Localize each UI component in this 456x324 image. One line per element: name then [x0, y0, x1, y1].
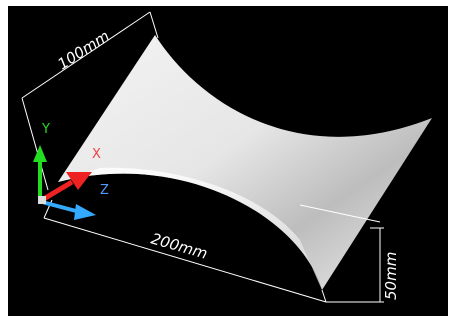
axis-label: Z [100, 183, 109, 198]
dimension-label: 50mm [382, 252, 400, 300]
axis-label: X [92, 147, 101, 162]
cad-viewport: 100mm 200mm 50mm Y X Z [0, 0, 456, 324]
axis-label: Y [41, 122, 50, 137]
page: 100mm 200mm 50mm Y X Z (() => { const da… [0, 0, 456, 324]
